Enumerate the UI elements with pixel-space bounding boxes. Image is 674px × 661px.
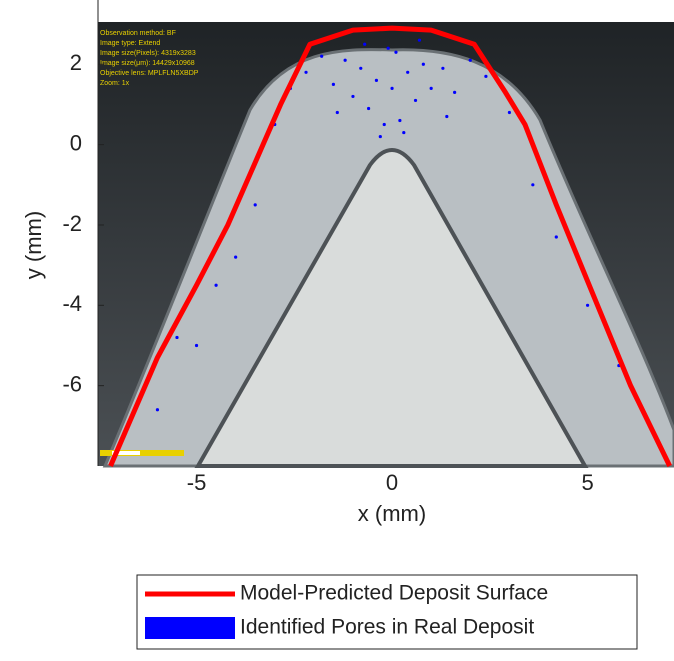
x-tick-label: 5: [581, 470, 593, 495]
pore: [418, 39, 421, 42]
pore: [390, 87, 393, 90]
y-tick-label: -6: [62, 371, 82, 396]
pore: [414, 99, 417, 102]
pore: [379, 135, 382, 138]
pore: [398, 119, 401, 122]
legend-swatch: [145, 617, 235, 639]
pore: [402, 131, 405, 134]
pore: [555, 235, 558, 238]
x-tick-label: -5: [187, 470, 207, 495]
y-tick-label: 0: [70, 130, 82, 155]
pore: [383, 123, 386, 126]
image-annotation: Zoom: 1x: [100, 80, 130, 87]
pore: [254, 203, 257, 206]
pore: [336, 111, 339, 114]
pore: [531, 183, 534, 186]
pore: [175, 336, 178, 339]
pore: [387, 47, 390, 50]
pore: [508, 111, 511, 114]
image-annotation: Image size(Pixels): 4319x3283: [100, 50, 196, 57]
pore: [359, 67, 362, 70]
pore: [195, 344, 198, 347]
legend-label: Model-Predicted Deposit Surface: [240, 582, 548, 605]
pore: [430, 87, 433, 90]
image-annotation: Image size(μm): 14429x10968: [100, 60, 195, 67]
pore: [320, 55, 323, 58]
pore: [586, 304, 589, 307]
image-annotation: Objective lens: MPLFLN5XBDP: [100, 70, 199, 77]
x-tick-label: 0: [386, 470, 398, 495]
pore: [484, 75, 487, 78]
image-annotation: Image type: Extend: [100, 40, 160, 47]
y-axis-label: y (mm): [21, 211, 46, 279]
pore: [375, 79, 378, 82]
image-annotation: Observation method: BF: [100, 30, 176, 37]
pore: [367, 107, 370, 110]
pore: [351, 95, 354, 98]
pore: [469, 59, 472, 62]
pore: [156, 408, 159, 411]
pore: [441, 67, 444, 70]
pore: [332, 83, 335, 86]
legend-label: Identified Pores in Real Deposit: [240, 616, 534, 639]
micrograph: [98, 22, 674, 466]
y-tick-label: 2: [70, 50, 82, 75]
pore: [422, 63, 425, 66]
pore: [363, 43, 366, 46]
y-tick-label: -2: [62, 211, 82, 236]
pore: [406, 71, 409, 74]
y-tick-label: -4: [62, 291, 82, 316]
pore: [445, 115, 448, 118]
pore: [453, 91, 456, 94]
pore: [394, 51, 397, 54]
pore: [304, 71, 307, 74]
chart: x (mm) y (mm) Observation method: BF Imag…: [0, 0, 674, 656]
pore: [344, 59, 347, 62]
x-axis-label: x (mm): [358, 501, 426, 526]
pore: [234, 256, 237, 259]
pore: [214, 284, 217, 287]
